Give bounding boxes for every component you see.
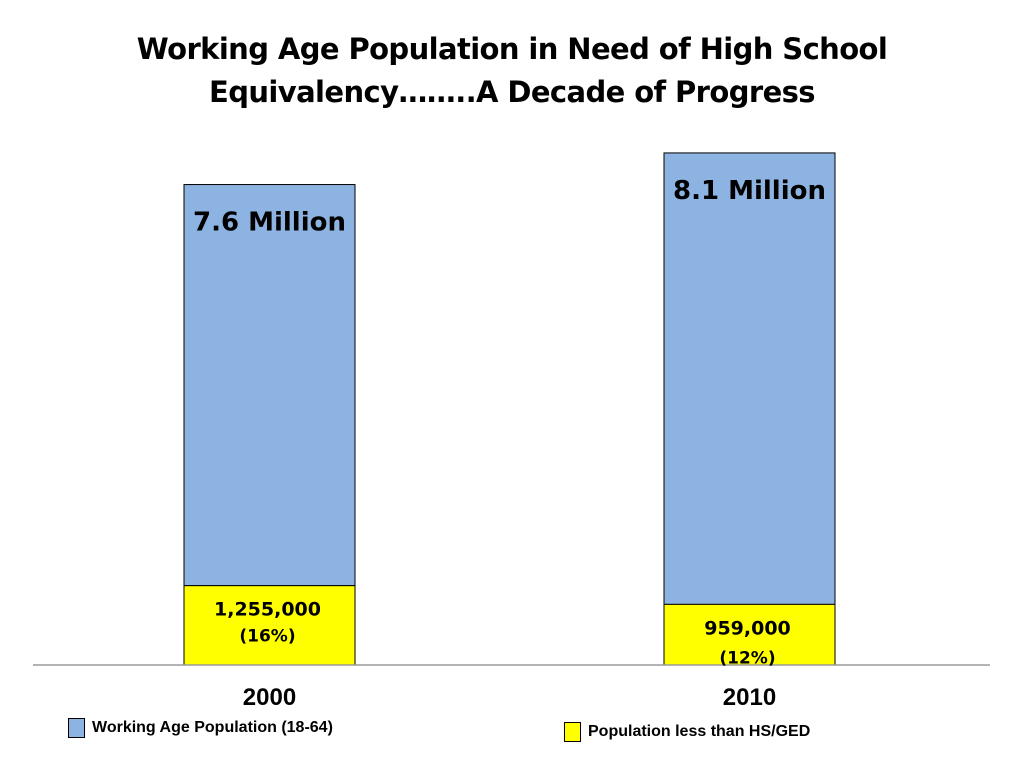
bar-hs-ged-2000 (183, 585, 356, 666)
chart-title-line-1: Working Age Population in Need of High S… (136, 32, 888, 66)
legend-item-hs-ged: Population less than HS/GED (564, 722, 810, 742)
bar-working-age-2010 (663, 152, 836, 605)
data-label-total-2000: 7.6 Million (193, 208, 346, 238)
x-tick-label-2010: 2010 (723, 684, 776, 711)
legend-label-hs-ged: Population less than HS/GED (588, 723, 811, 740)
x-tick-label-2000: 2000 (243, 684, 296, 711)
labels-layer: 7.6 Million 1,255,000 (16%) 2000 8.1 Million… (193, 176, 826, 711)
bar-hs-ged-2010 (663, 603, 836, 666)
data-label-pct-2010: (12%) (719, 648, 775, 668)
data-label-total-2010: 8.1 Million (673, 176, 826, 206)
legend-swatch-hs-ged (564, 722, 581, 742)
legend-item-working-age: Working Age Population (18-64) (68, 718, 333, 738)
data-label-hs-ged-2010: 959,000 (704, 617, 791, 639)
bar-working-age-2000 (183, 184, 356, 587)
bars-layer (183, 152, 836, 666)
legend-label-working-age: Working Age Population (18-64) (92, 719, 333, 736)
chart-title: Working Age Population in Need of High S… (0, 28, 1024, 114)
data-label-pct-2000: (16%) (239, 627, 295, 647)
legend-swatch-working-age (68, 718, 85, 738)
chart-title-line-2: Equivalency……..A Decade of Progress (209, 75, 816, 109)
data-label-hs-ged-2000: 1,255,000 (214, 599, 321, 621)
